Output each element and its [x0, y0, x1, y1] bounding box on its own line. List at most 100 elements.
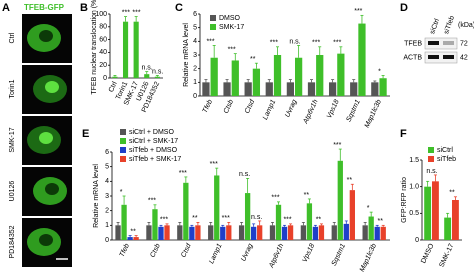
significance: ***	[354, 8, 362, 15]
panel-letter: D	[400, 2, 408, 14]
bar	[115, 225, 121, 240]
significance: ***	[270, 40, 278, 47]
y-tick-label: 5	[105, 164, 109, 171]
legend-swatch	[428, 156, 434, 162]
y-tick-label: 6	[193, 11, 197, 18]
y-tick-label: 6	[105, 149, 109, 156]
x-tick-label: Tfeb	[119, 243, 131, 259]
bar	[350, 82, 358, 96]
nucleus	[45, 81, 59, 93]
significance: ***	[179, 170, 187, 177]
bar	[374, 226, 380, 240]
legend-swatch	[428, 147, 434, 153]
bar	[362, 225, 368, 240]
x-tick-label: Sqstm1	[331, 243, 347, 268]
significance: **	[377, 218, 383, 225]
bar	[380, 226, 386, 240]
legend-swatch	[120, 138, 126, 144]
bar	[177, 225, 183, 240]
bar	[281, 226, 288, 240]
y-tick-label: 40	[99, 49, 107, 56]
bar	[349, 190, 355, 240]
y-tick-label: 4	[105, 178, 109, 185]
bar	[121, 204, 127, 240]
bar	[273, 55, 282, 96]
bar	[371, 82, 379, 96]
bar	[331, 225, 337, 240]
bar	[306, 203, 313, 240]
panel-letter: A	[2, 2, 10, 14]
bar	[122, 21, 129, 78]
significance: n.s.	[152, 68, 163, 75]
y-tick-label: 1	[193, 79, 197, 86]
y-axis-title: TFEB nuclear translocation (%)	[91, 0, 98, 95]
significance: n.s.	[289, 38, 300, 45]
significance: *	[378, 68, 381, 75]
significance: *	[120, 189, 123, 196]
y-tick-label: 0	[415, 237, 419, 244]
x-tick-label: Map1lc3b	[359, 243, 378, 273]
bar	[368, 216, 374, 240]
x-tick-label: Map1lc3b	[364, 99, 383, 130]
y-tick-label: 0	[193, 93, 197, 100]
legend-label: SMK-17	[219, 24, 244, 31]
x-tick-label: Lamp1	[208, 243, 223, 265]
x-tick-label: Lamp1	[262, 99, 277, 121]
bar	[208, 225, 214, 240]
row-label: PD184352	[9, 225, 16, 258]
significance: ***	[206, 38, 214, 45]
bar	[158, 226, 164, 240]
significance: *	[367, 205, 370, 212]
size-label: 72	[460, 40, 468, 47]
bar	[295, 57, 303, 96]
bar	[231, 60, 239, 96]
bar	[112, 76, 118, 78]
legend-swatch	[210, 15, 216, 21]
band	[443, 55, 454, 59]
panel-letter: F	[400, 128, 407, 140]
bar	[154, 76, 160, 78]
bar	[210, 57, 218, 96]
row-label: Ctrl	[9, 32, 16, 43]
row-label: SMK-17	[9, 127, 16, 152]
x-tick-label: Ctsd	[244, 98, 257, 115]
bar	[444, 217, 452, 240]
bar	[312, 226, 319, 240]
x-tick-label: Ctsb	[149, 243, 161, 259]
bar	[257, 225, 263, 240]
image-column: Ctrl Torin1 SMK-17 U0126 PD184352	[9, 14, 72, 267]
y-tick-label: 1	[105, 222, 109, 229]
nucleus	[45, 183, 59, 195]
y-tick-label: 1.0	[409, 184, 419, 191]
significance: **	[130, 228, 136, 235]
row-label: Torin1	[9, 79, 16, 98]
bar	[152, 209, 158, 240]
western-blot: siCtrl siTfeb (kDa) TFEB 72 ACTB 42	[403, 15, 474, 64]
y-tick-label: 80	[99, 24, 107, 31]
band-label: ACTB	[403, 54, 422, 61]
y-tick-label: 100	[95, 11, 107, 18]
x-tick-label: DMSO	[420, 242, 435, 264]
x-tick-label: Vps18	[302, 243, 317, 264]
significance: **	[192, 215, 198, 222]
y-tick-label: 0	[105, 237, 109, 244]
significance: **	[316, 217, 322, 224]
significance: ***	[160, 217, 168, 224]
bar	[133, 237, 139, 240]
y-axis-title: GFP:RFP ratio	[401, 177, 408, 223]
nucleus	[39, 132, 53, 144]
bar	[275, 204, 282, 240]
y-tick-label: 1.5	[409, 157, 419, 164]
blot-strip	[424, 51, 458, 64]
bar	[164, 225, 170, 240]
bar	[432, 181, 439, 240]
y-tick-label: 0.5	[409, 210, 419, 217]
bar	[220, 226, 226, 240]
bar	[189, 226, 195, 240]
bar	[358, 23, 366, 96]
bar	[133, 21, 139, 78]
significance: ***	[312, 40, 320, 47]
x-tick-label: Ctsd	[180, 242, 193, 259]
nucleus	[39, 30, 53, 42]
